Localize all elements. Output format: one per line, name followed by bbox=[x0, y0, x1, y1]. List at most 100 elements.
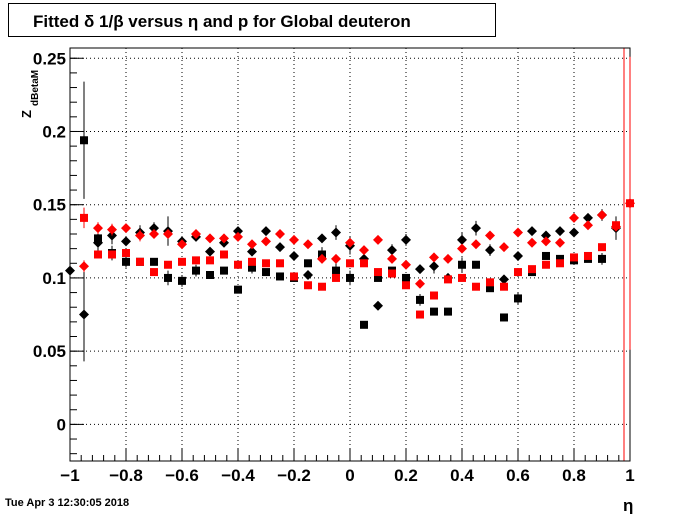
data-point-diamond bbox=[205, 233, 215, 244]
data-point-square bbox=[570, 253, 578, 262]
data-point-diamond bbox=[275, 228, 285, 239]
data-point-diamond bbox=[149, 223, 159, 234]
y-tick-label: 0 bbox=[57, 415, 66, 434]
data-point-diamond bbox=[429, 252, 439, 263]
data-point-diamond bbox=[485, 245, 495, 256]
data-point-diamond bbox=[261, 236, 271, 247]
data-point-diamond bbox=[121, 236, 131, 247]
data-point-diamond bbox=[555, 226, 565, 237]
data-point-square bbox=[360, 259, 368, 268]
data-point-diamond bbox=[527, 226, 537, 237]
data-point-square bbox=[430, 307, 438, 316]
x-tick-label: 0.8 bbox=[562, 466, 586, 485]
y-tick-label: 0.05 bbox=[33, 342, 66, 361]
data-point-square bbox=[514, 294, 522, 303]
data-point-square bbox=[472, 282, 480, 291]
data-point-diamond bbox=[485, 230, 495, 241]
data-point-diamond bbox=[527, 237, 537, 248]
data-point-diamond bbox=[359, 245, 369, 256]
data-point-diamond bbox=[457, 243, 467, 254]
data-point-square bbox=[318, 282, 326, 291]
data-point-square bbox=[192, 256, 200, 265]
data-point-diamond bbox=[233, 226, 243, 237]
data-point-square bbox=[94, 234, 102, 243]
data-point-diamond bbox=[429, 261, 439, 272]
data-point-square bbox=[304, 259, 312, 268]
data-point-diamond bbox=[373, 234, 383, 245]
data-point-diamond bbox=[275, 242, 285, 253]
y-tick-label: 0.25 bbox=[33, 49, 66, 68]
data-point-square bbox=[150, 257, 158, 266]
data-point-diamond bbox=[541, 230, 551, 241]
series-1 bbox=[65, 209, 621, 362]
data-point-diamond bbox=[79, 309, 89, 320]
data-point-square bbox=[80, 136, 88, 145]
data-point-diamond bbox=[233, 231, 243, 242]
data-point-diamond bbox=[247, 246, 257, 257]
data-point-square bbox=[430, 291, 438, 300]
x-tick-label: 0.2 bbox=[394, 466, 418, 485]
x-tick-label: −0.4 bbox=[221, 466, 255, 485]
data-point-square bbox=[374, 268, 382, 277]
data-point-diamond bbox=[443, 253, 453, 264]
data-point-diamond bbox=[121, 223, 131, 234]
data-point-square bbox=[402, 281, 410, 290]
data-point-diamond bbox=[261, 226, 271, 237]
data-point-square bbox=[388, 269, 396, 278]
data-point-square bbox=[486, 284, 494, 293]
data-point-square bbox=[444, 307, 452, 316]
data-point-diamond bbox=[331, 227, 341, 238]
data-point-square bbox=[164, 260, 172, 269]
data-point-square bbox=[220, 266, 228, 275]
data-point-square bbox=[150, 268, 158, 277]
data-point-square bbox=[332, 266, 340, 275]
data-point-square bbox=[542, 251, 550, 260]
data-point-diamond bbox=[289, 234, 299, 245]
data-point-square bbox=[276, 259, 284, 268]
data-point-square bbox=[598, 254, 606, 263]
data-point-diamond bbox=[303, 270, 313, 281]
data-point-diamond bbox=[457, 234, 467, 245]
data-point-square bbox=[458, 273, 466, 282]
data-point-square bbox=[584, 251, 592, 260]
data-point-square bbox=[206, 271, 214, 280]
timestamp: Tue Apr 3 12:30:05 2018 bbox=[5, 497, 130, 509]
data-point-square bbox=[542, 260, 550, 269]
data-point-square bbox=[626, 199, 634, 208]
data-point-diamond bbox=[583, 212, 593, 223]
x-tick-label: 0 bbox=[345, 466, 354, 485]
data-point-diamond bbox=[65, 265, 75, 276]
series-3 bbox=[79, 198, 635, 289]
data-point-diamond bbox=[107, 224, 117, 235]
data-point-diamond bbox=[499, 242, 509, 253]
data-point-square bbox=[556, 254, 564, 263]
y-axis-label-subscript: dBetaM bbox=[30, 70, 41, 106]
data-point-square bbox=[402, 273, 410, 282]
data-point-diamond bbox=[177, 239, 187, 250]
data-point-square bbox=[122, 257, 130, 266]
data-point-square bbox=[374, 273, 382, 282]
chart-title: Fitted δ 1/β versus η and p for Global d… bbox=[33, 12, 411, 31]
data-point-square bbox=[248, 263, 256, 272]
data-point-square bbox=[346, 273, 354, 282]
data-point-square bbox=[500, 282, 508, 291]
x-tick-label: 0.6 bbox=[506, 466, 530, 485]
x-tick-label: −0.2 bbox=[277, 466, 311, 485]
axes: −1 −0.8 −0.6 −0.4 −0.2 0 0.2 0.4 0.6 0.8 1 0 0.05 0.1… bbox=[33, 49, 635, 485]
data-point-square bbox=[556, 259, 564, 268]
data-point-square bbox=[486, 278, 494, 287]
series-2 bbox=[80, 81, 606, 329]
data-point-diamond bbox=[93, 223, 103, 234]
data-point-diamond bbox=[401, 259, 411, 270]
data-point-diamond bbox=[345, 237, 355, 248]
data-point-square bbox=[612, 221, 620, 230]
data-point-square bbox=[136, 257, 144, 266]
data-point-diamond bbox=[541, 236, 551, 247]
data-point-square bbox=[304, 281, 312, 290]
data-point-square bbox=[206, 256, 214, 265]
data-point-square bbox=[220, 250, 228, 259]
y-tick-label: 0.1 bbox=[42, 269, 66, 288]
data-point-diamond bbox=[569, 212, 579, 223]
data-point-diamond bbox=[331, 253, 341, 264]
